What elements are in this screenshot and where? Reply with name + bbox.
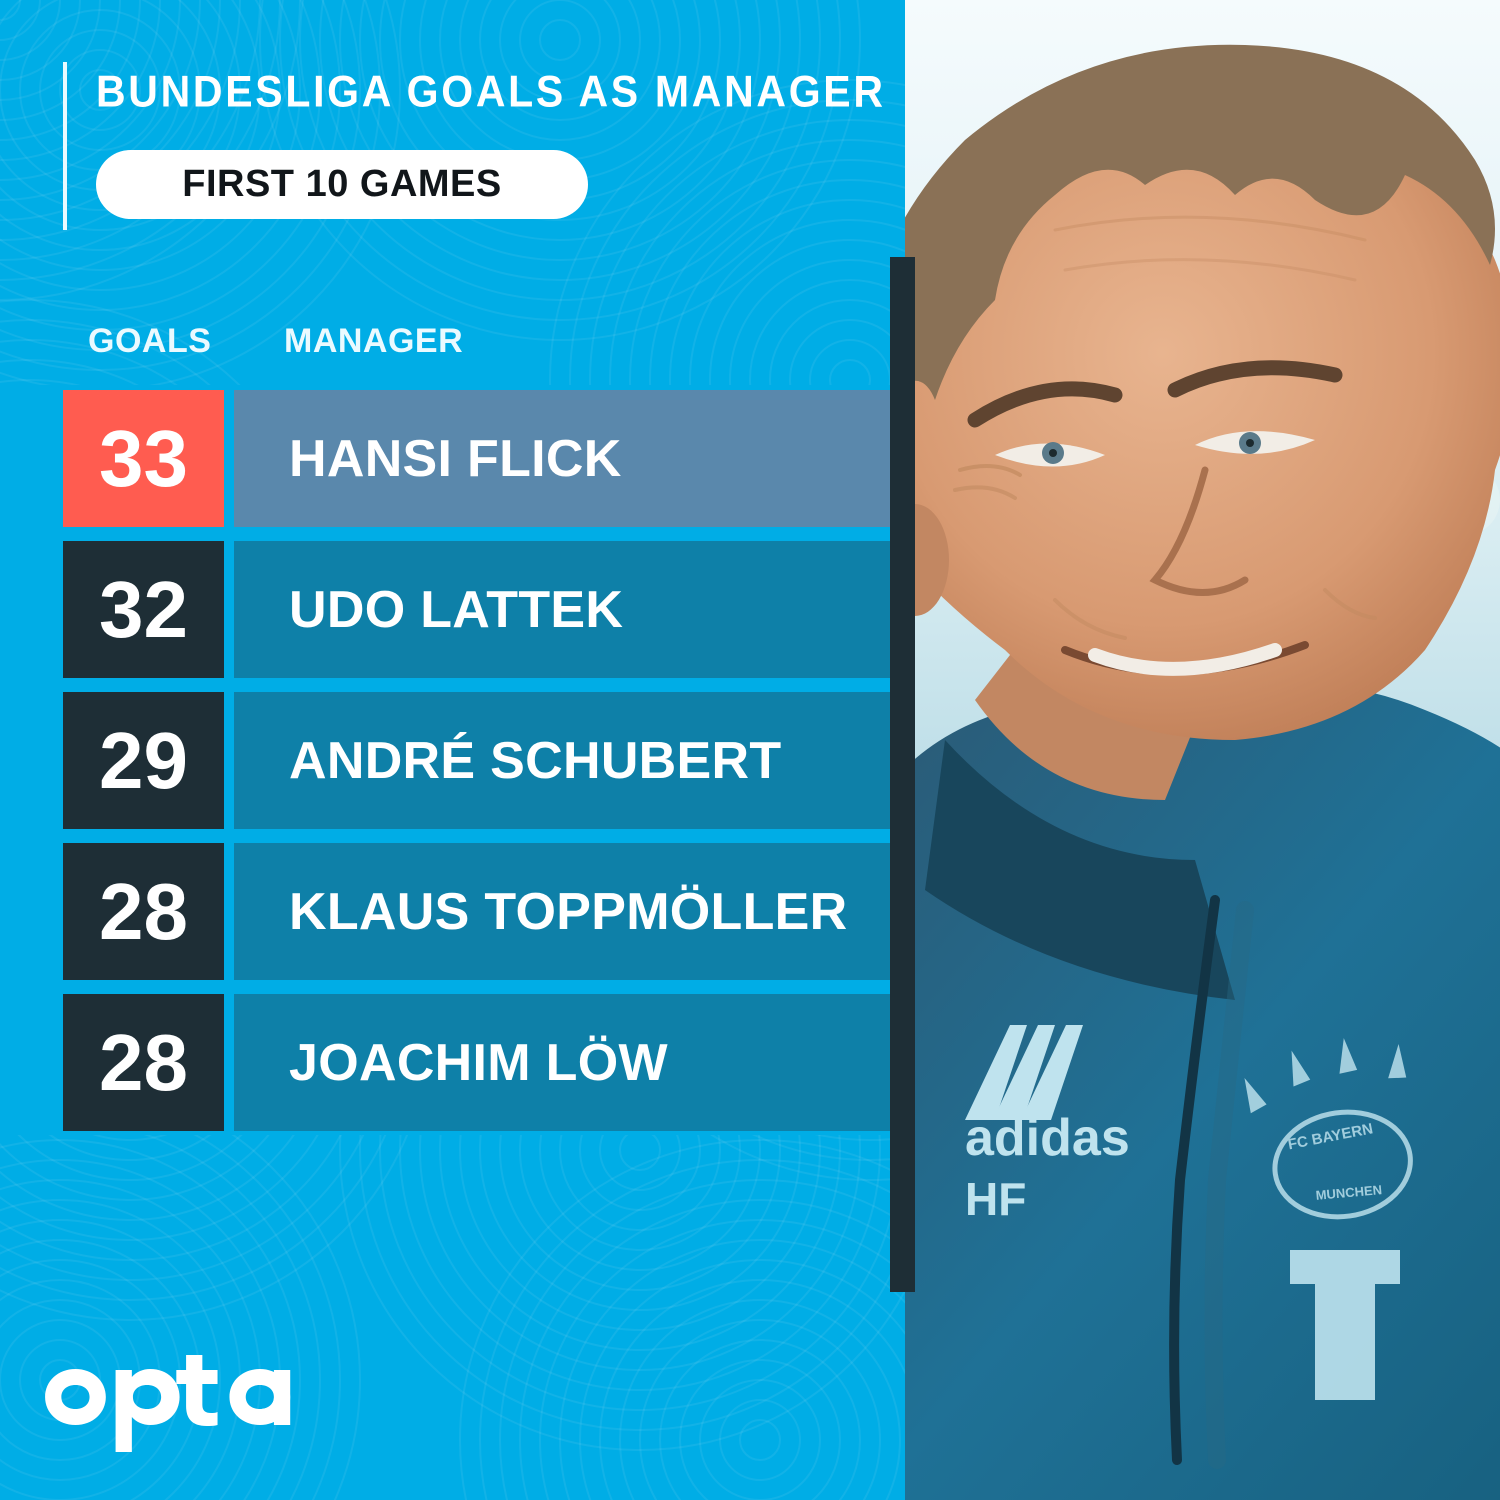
svg-text:adidas: adidas [965,1109,1130,1167]
svg-text:HF: HF [965,1173,1026,1225]
